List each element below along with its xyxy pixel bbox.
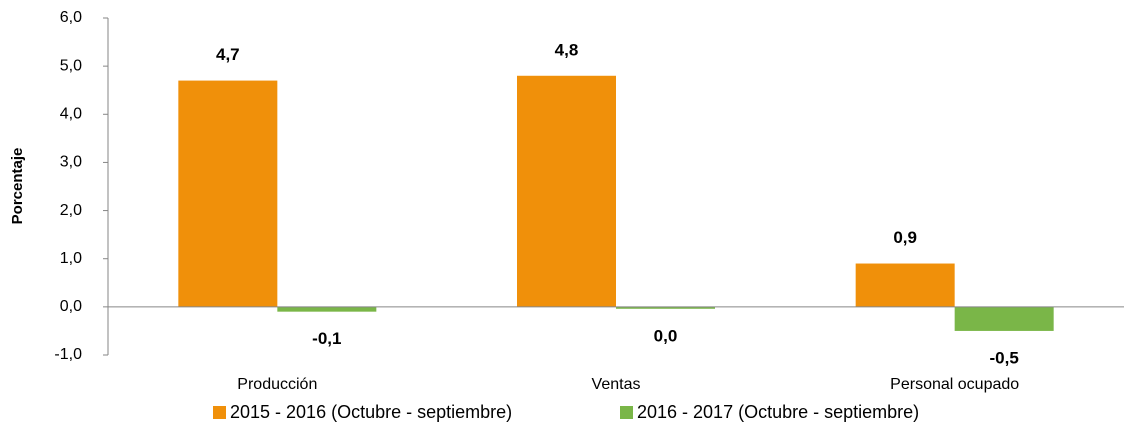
value-label: 0,9 [893, 228, 917, 247]
x-tick-label: Producción [237, 376, 317, 393]
legend-label: 2015 - 2016 (Octubre - septiembre) [230, 402, 512, 422]
y-tick-label: 5,0 [60, 57, 82, 74]
y-tick-label: 1,0 [60, 250, 82, 267]
value-label: 4,8 [555, 40, 579, 59]
y-axis-title: Porcentaje [9, 148, 26, 225]
x-tick-label: Ventas [592, 376, 641, 393]
value-label: 0,0 [654, 326, 678, 345]
value-label: -0,5 [990, 348, 1019, 367]
y-tick-label: 2,0 [60, 202, 82, 219]
bar [855, 263, 955, 307]
value-label: 4,7 [216, 45, 240, 64]
bar [616, 306, 715, 309]
bar [178, 80, 278, 307]
y-tick-label: 6,0 [60, 9, 82, 26]
bar [954, 306, 1054, 331]
legend-label: 2016 - 2017 (Octubre - septiembre) [637, 402, 919, 422]
legend-swatch [620, 406, 633, 419]
bar [517, 75, 616, 307]
legend-swatch [213, 406, 226, 419]
bar [277, 306, 377, 312]
y-tick-label: 3,0 [60, 154, 82, 171]
value-label: -0,1 [312, 329, 341, 348]
y-tick-label: 4,0 [60, 106, 82, 123]
y-tick-label: 0,0 [60, 298, 82, 315]
y-tick-label: -1,0 [54, 346, 82, 363]
x-tick-label: Personal ocupado [890, 376, 1019, 393]
